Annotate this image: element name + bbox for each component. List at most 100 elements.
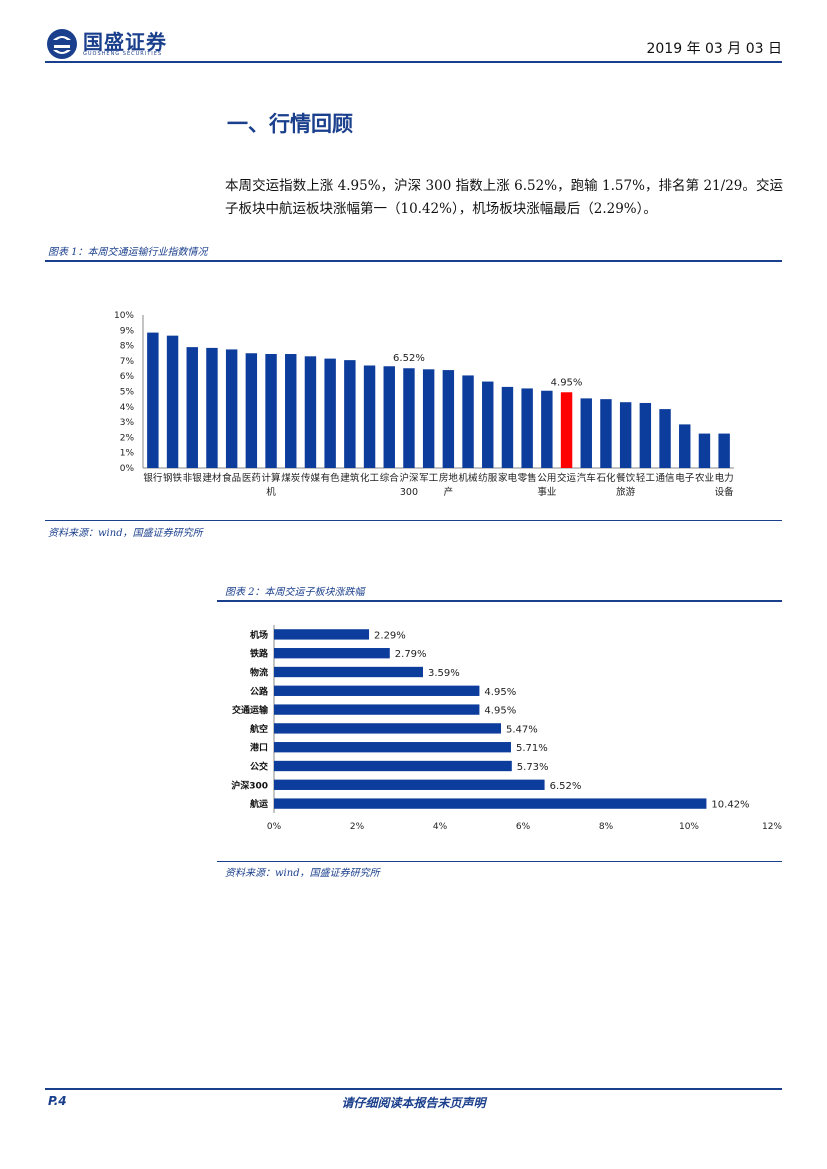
x-tick-label: 10% <box>679 822 699 832</box>
x-tick-label: 非银 <box>183 472 203 484</box>
x-tick-label: 有色 <box>321 472 341 484</box>
data-label: 4.95% <box>551 377 583 388</box>
bar <box>285 354 297 468</box>
bar <box>541 390 553 468</box>
x-tick-label: 2% <box>350 822 365 832</box>
x-tick-label: 8% <box>599 822 614 832</box>
y-tick-label: 4% <box>120 403 135 413</box>
bar <box>501 386 514 468</box>
x-tick-label: 通信 <box>656 472 675 484</box>
bar <box>245 353 258 468</box>
category-label: 沪深300 <box>231 779 268 791</box>
y-tick-label: 9% <box>120 326 135 336</box>
x-tick-label: 建材 <box>202 472 222 484</box>
bar <box>274 704 480 715</box>
x-tick-label: 石化 <box>596 472 616 484</box>
x-tick-label: 纺服 <box>478 472 498 484</box>
data-label: 4.95% <box>484 687 516 698</box>
data-label: 5.73% <box>517 762 549 773</box>
category-label: 物流 <box>250 667 268 679</box>
bar <box>659 409 671 468</box>
bar <box>274 723 502 734</box>
x-tick-label: 零售 <box>518 472 537 484</box>
data-label: 2.79% <box>395 649 427 660</box>
bar <box>344 360 356 468</box>
data-label: 10.42% <box>711 800 749 811</box>
x-tick-label: 综合 <box>380 472 400 484</box>
y-tick-label: 1% <box>120 449 135 459</box>
x-tick-label: 事业 <box>537 486 556 498</box>
figure1-top-rule <box>45 260 782 262</box>
y-tick-label: 0% <box>120 464 135 474</box>
bar <box>422 369 435 468</box>
bar <box>274 760 512 772</box>
x-tick-label: 产 <box>444 486 454 498</box>
bar <box>679 424 691 468</box>
figure2-top-rule <box>217 600 782 602</box>
x-tick-label: 化工 <box>360 472 380 484</box>
x-tick-label: 机械 <box>459 472 479 484</box>
y-tick-label: 5% <box>120 388 135 398</box>
x-tick-label: 300 <box>400 487 418 498</box>
x-tick-label: 煤炭 <box>281 472 301 484</box>
bar <box>442 370 455 468</box>
page-header: 国盛证券 GUOSHENG SECURITIES 2019 年 03 月 03 … <box>45 24 782 64</box>
bar <box>274 779 545 790</box>
data-label: 6.52% <box>393 353 425 364</box>
data-label: 5.47% <box>506 724 538 735</box>
figure2-bottom-rule <box>217 861 782 862</box>
x-tick-label: 12% <box>762 822 782 832</box>
x-tick-label: 机 <box>266 486 276 498</box>
x-tick-label: 家电 <box>498 472 518 484</box>
y-tick-label: 8% <box>120 342 135 352</box>
category-label: 机场 <box>250 629 268 641</box>
x-tick-label: 房地 <box>439 472 459 484</box>
y-tick-label: 3% <box>120 418 135 428</box>
data-label: 2.29% <box>374 630 406 641</box>
figure1-caption: 图表 1：本周交通运输行业指数情况 <box>48 247 208 258</box>
bar <box>560 392 573 468</box>
x-tick-label: 银行 <box>143 472 163 484</box>
x-tick-label: 军工 <box>419 473 439 484</box>
bar <box>225 349 238 468</box>
x-tick-label: 轻工 <box>636 472 656 484</box>
category-label: 铁路 <box>250 648 269 660</box>
x-tick-label: 设备 <box>715 486 735 498</box>
figure2-source: 资料来源：wind，国盛证券研究所 <box>225 868 380 879</box>
figure1-source: 资料来源：wind，国盛证券研究所 <box>48 528 203 539</box>
bar <box>186 347 198 468</box>
bar <box>265 354 277 468</box>
category-label: 公路 <box>250 685 269 697</box>
bar <box>403 368 415 468</box>
y-tick-label: 2% <box>120 433 135 443</box>
x-tick-label: 医药 <box>242 473 261 484</box>
category-label: 港口 <box>250 742 268 754</box>
report-date: 2019 年 03 月 03 日 <box>646 41 782 57</box>
bar <box>206 347 218 468</box>
bar <box>147 332 159 468</box>
logo-text: 国盛证券 <box>83 30 167 54</box>
x-tick-label: 餐饮 <box>616 472 636 484</box>
bar <box>363 365 376 468</box>
x-tick-label: 计算 <box>262 472 281 484</box>
figure2-caption: 图表 2：本周交运子板块涨跌幅 <box>225 587 365 598</box>
data-label: 3.59% <box>428 668 460 679</box>
x-tick-label: 汽车 <box>577 472 596 484</box>
x-tick-label: 旅游 <box>616 486 636 498</box>
bar <box>383 366 395 468</box>
section-paragraph: 本周交运指数上涨 4.95%，沪深 300 指数上涨 6.52%，跑输 1.57… <box>225 178 783 217</box>
footer-divider <box>45 1088 782 1090</box>
category-label: 公交 <box>250 761 268 773</box>
bar <box>274 648 390 659</box>
data-label: 5.71% <box>516 743 548 754</box>
y-tick-label: 6% <box>120 372 135 382</box>
figure1-bottom-rule <box>45 520 782 521</box>
bar <box>482 381 494 468</box>
category-label: 航空 <box>250 723 268 735</box>
bar <box>304 356 317 468</box>
x-tick-label: 食品 <box>222 472 241 484</box>
y-tick-label: 7% <box>120 357 135 367</box>
bar <box>619 402 632 468</box>
bar <box>274 798 707 809</box>
bar <box>274 685 480 696</box>
